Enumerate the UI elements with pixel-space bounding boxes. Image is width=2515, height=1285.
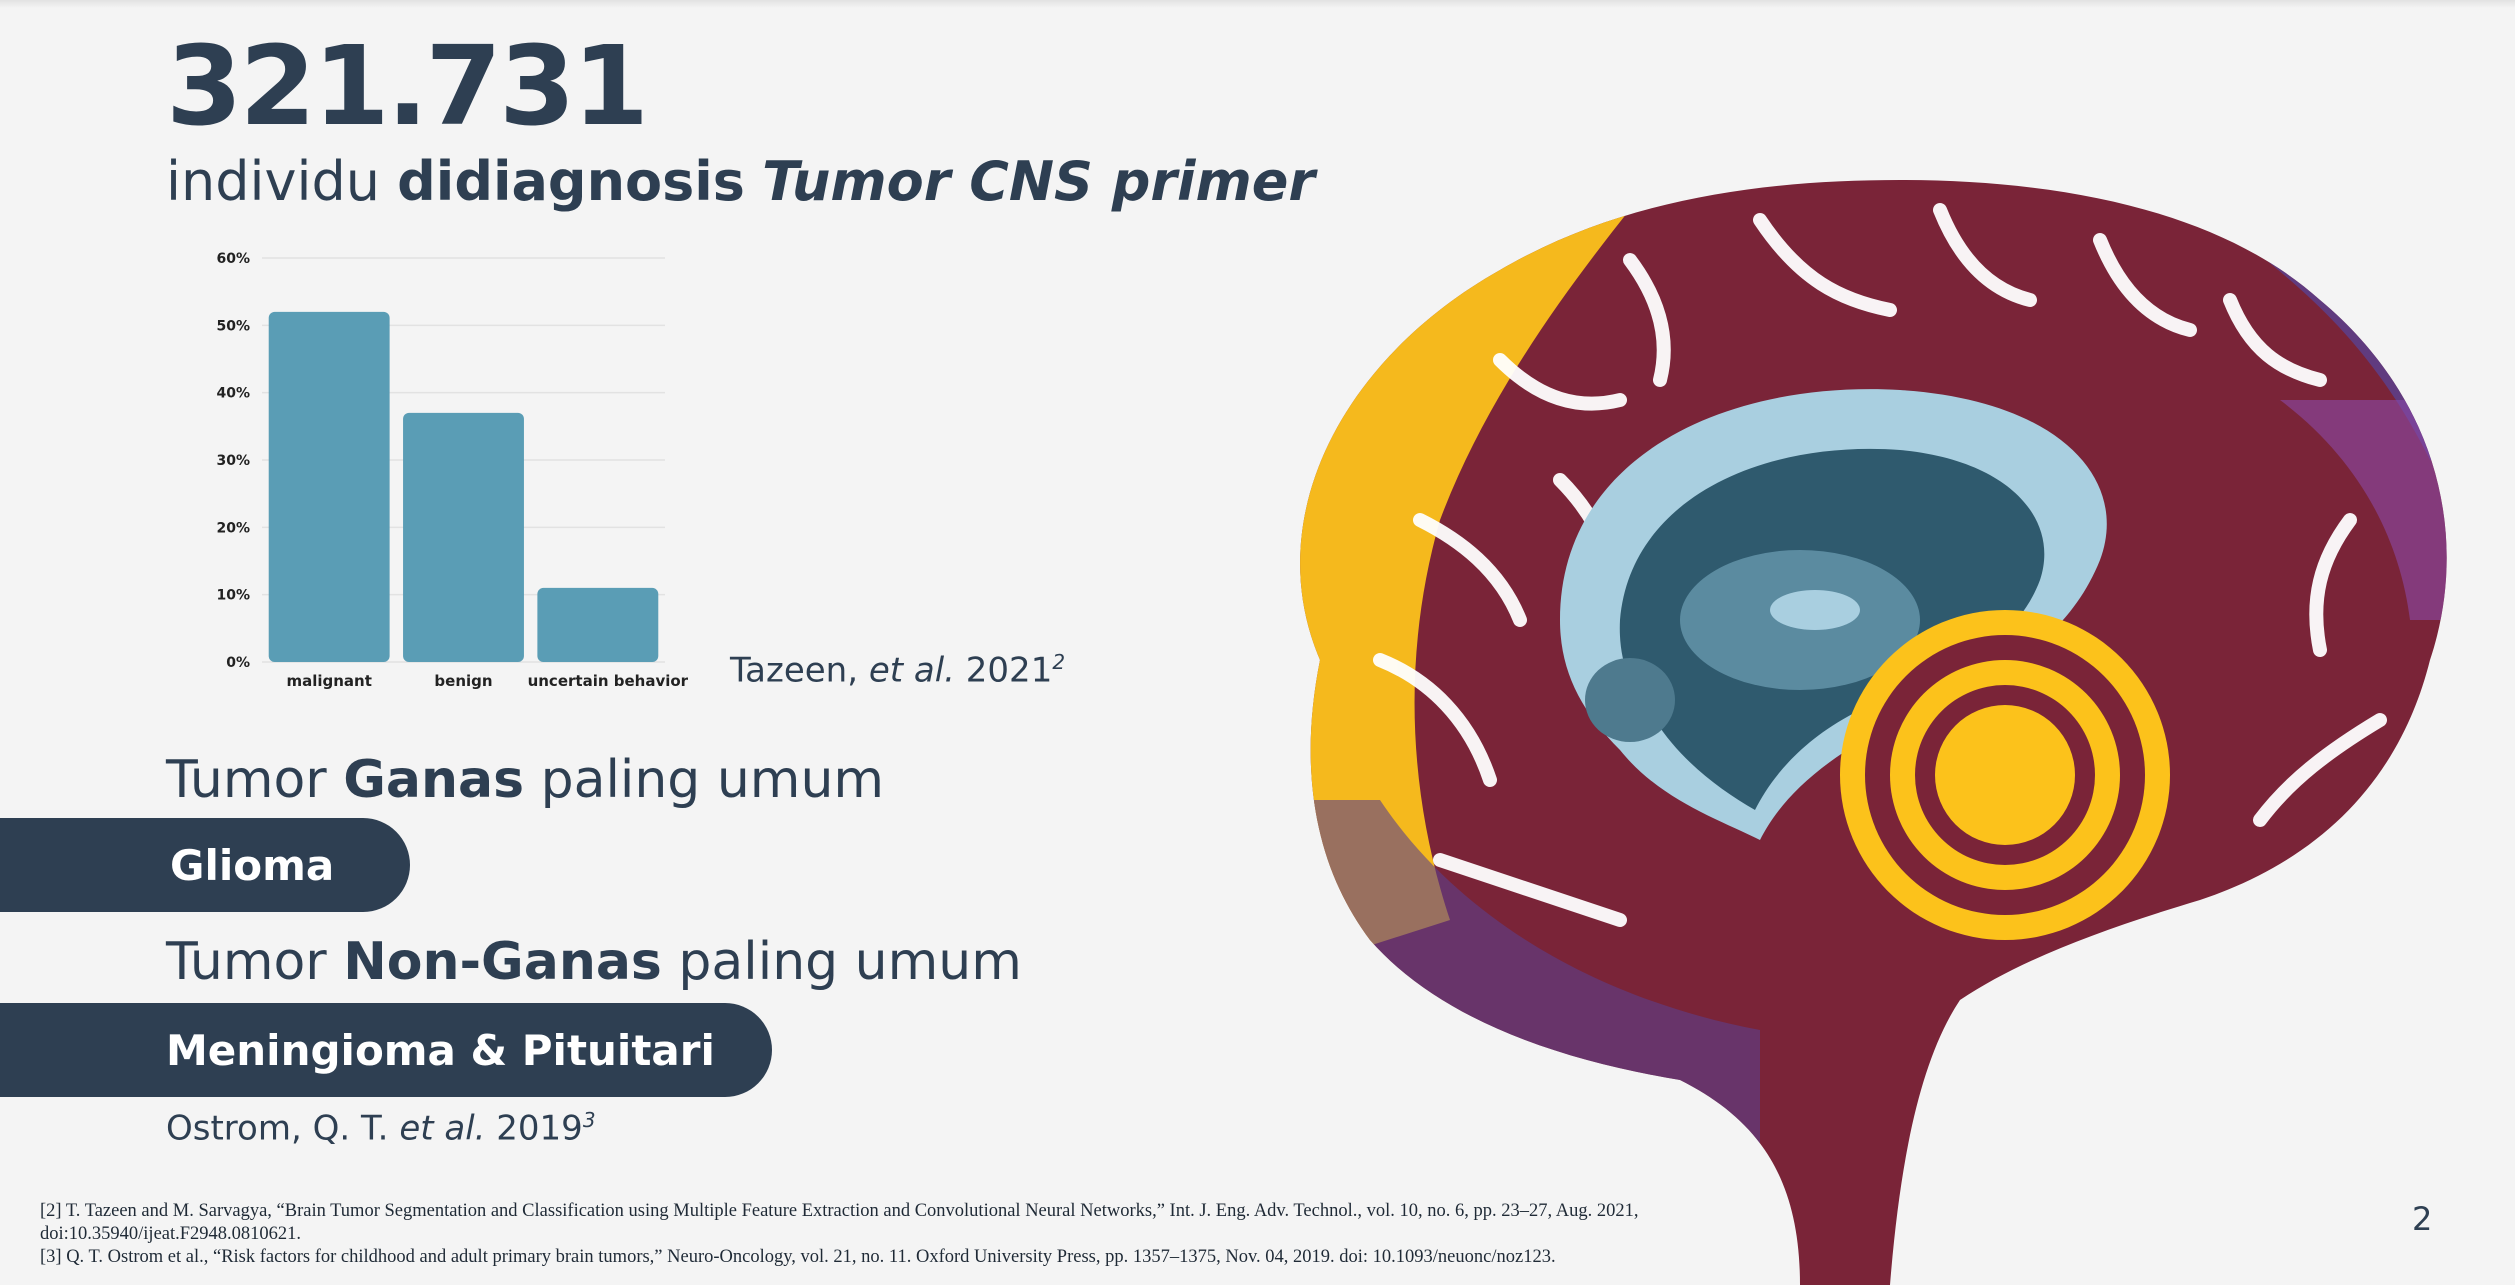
y-tick-label: 50%: [216, 318, 250, 334]
x-tick-label: malignant: [286, 672, 371, 690]
x-tick-label: benign: [434, 672, 492, 690]
y-tick-label: 60%: [216, 251, 250, 267]
chart-x-ticks: malignant benign uncertain behavior: [286, 672, 688, 690]
malignant-bold: Ganas: [343, 750, 525, 810]
reference-2: [2] T. Tazeen and M. Sarvagya, “Brain Tu…: [40, 1201, 1639, 1244]
nonmalignant-suffix: paling umum: [661, 932, 1022, 992]
bottom-citation-author: Ostrom, Q. T.: [166, 1108, 400, 1149]
bottom-citation: Ostrom, Q. T. et al. 20193: [166, 1108, 596, 1148]
nonmalignant-prefix: Tumor: [166, 932, 344, 992]
malignant-prefix: Tumor: [166, 750, 344, 810]
headline-word-3: Tumor CNS primer: [762, 150, 1316, 213]
glioma-label: Glioma: [170, 840, 335, 890]
y-tick-label: 10%: [216, 588, 250, 604]
headline-word-1: individu: [166, 150, 380, 213]
ventricle: [1560, 389, 2107, 840]
x-tick-label: uncertain behavior: [528, 672, 689, 690]
tumor-target: [1840, 610, 2170, 940]
glioma-pill: Glioma: [0, 818, 410, 912]
reference-3: [3] Q. T. Ostrom et al., “Risk factors f…: [40, 1247, 1556, 1267]
meningioma-label: Meningioma & Pituitari: [166, 1025, 715, 1075]
meningioma-pill: Meningioma & Pituitari: [0, 1003, 772, 1097]
big-number: 321.731: [166, 22, 649, 150]
chart-citation-etal: et al.: [868, 650, 955, 691]
chart-citation-author: Tazeen,: [730, 650, 869, 691]
y-tick-label: 30%: [216, 453, 250, 469]
headline: individu didiagnosis Tumor CNS primer: [166, 150, 1315, 215]
nonmalignant-heading: Tumor Non-Ganas paling umum: [166, 932, 1022, 992]
bar-benign: [403, 412, 524, 662]
y-tick-label: 20%: [216, 520, 250, 536]
malignant-heading: Tumor Ganas paling umum: [166, 750, 884, 810]
bottom-citation-year: 2019: [485, 1108, 583, 1149]
chart-citation-year: 2021: [954, 650, 1053, 691]
references: [2] T. Tazeen and M. Sarvagya, “Brain Tu…: [40, 1200, 1660, 1269]
bar-chart: 0% 10% 20% 30% 40% 50% 60% malignant benign unce…: [216, 251, 688, 690]
top-shade: [0, 0, 2515, 8]
chart-citation: Tazeen, et al. 20212: [730, 650, 1065, 690]
bar-uncertain-behavior: [537, 587, 659, 662]
bottom-citation-ref: 3: [582, 1108, 596, 1132]
nonmalignant-bold: Non-Ganas: [343, 932, 662, 992]
malignant-suffix: paling umum: [524, 750, 885, 810]
brain-illustration: [1300, 180, 2447, 1285]
page-number: 2: [2412, 1200, 2433, 1238]
y-tick-label: 0%: [226, 655, 250, 671]
chart-bars: [268, 311, 659, 662]
bottom-citation-etal: et al.: [399, 1108, 486, 1149]
y-tick-label: 40%: [216, 386, 250, 402]
chart-citation-ref: 2: [1052, 650, 1066, 674]
bar-malignant: [268, 311, 390, 662]
chart-y-ticks: 0% 10% 20% 30% 40% 50% 60%: [216, 251, 250, 671]
headline-word-2: didiagnosis: [397, 150, 745, 213]
